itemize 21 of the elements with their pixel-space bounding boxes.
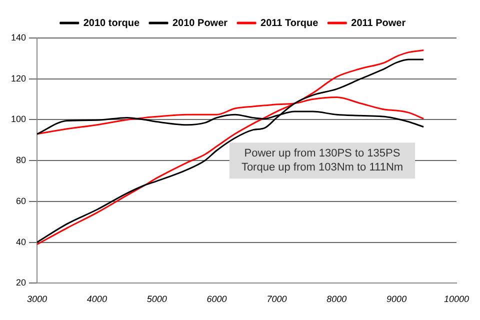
- y-tick-label: 120: [10, 73, 26, 84]
- y-tick-label: 100: [10, 114, 26, 124]
- annotation: Torque up from 103Nm to 111Nm: [241, 162, 404, 174]
- x-tick-label: 4000: [86, 294, 107, 304]
- y-tick-label: 40: [16, 236, 26, 247]
- x-tick-label: 9000: [386, 294, 407, 304]
- x-tick-label: 8000: [326, 294, 347, 304]
- y-tick-label: 60: [16, 196, 26, 206]
- x-tick-label: 3000: [27, 294, 48, 304]
- y-tick-label: 20: [16, 278, 26, 288]
- legend-label: 2010 torque: [83, 18, 140, 29]
- x-tick-label: 10000: [444, 294, 469, 304]
- y-tick-label: 140: [10, 32, 26, 42]
- y-tick-label: 80: [16, 155, 26, 166]
- legend-label: 2011 Power: [351, 18, 406, 29]
- x-tick-label: 5000: [146, 294, 167, 304]
- x-tick-label: 7000: [266, 294, 287, 304]
- x-tick-label: 6000: [206, 294, 227, 304]
- legend-label: 2011 Torque: [260, 18, 319, 29]
- legend-label: 2010 Power: [172, 18, 228, 29]
- annotation: Power up from 130PS to 135PS: [244, 148, 400, 160]
